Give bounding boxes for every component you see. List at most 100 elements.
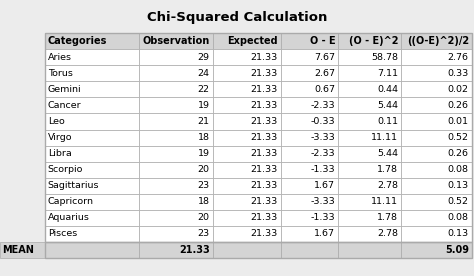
Text: 0.13: 0.13 [447, 229, 469, 238]
Text: Expected: Expected [227, 36, 278, 46]
Text: 0.08: 0.08 [448, 165, 469, 174]
Text: 7.67: 7.67 [314, 53, 335, 62]
Text: (O - E)^2: (O - E)^2 [348, 36, 398, 46]
Bar [139, 129, 212, 146]
Bar [45, 97, 139, 113]
Bar [212, 129, 281, 146]
Bar [139, 33, 212, 49]
Text: 2.78: 2.78 [377, 181, 398, 190]
Text: -2.33: -2.33 [310, 101, 335, 110]
Text: 5.44: 5.44 [377, 101, 398, 110]
Bar [281, 81, 338, 97]
Bar [45, 226, 139, 242]
Bar [338, 65, 401, 81]
Bar [338, 81, 401, 97]
Bar [281, 49, 338, 65]
Bar [281, 145, 338, 162]
Bar [0, 242, 472, 258]
Bar [338, 162, 401, 178]
Bar [45, 242, 472, 258]
Bar [212, 145, 281, 162]
Text: 24: 24 [198, 69, 210, 78]
Bar [338, 97, 401, 113]
Text: 1.78: 1.78 [377, 165, 398, 174]
Text: 0.13: 0.13 [447, 181, 469, 190]
Text: 0.33: 0.33 [447, 69, 469, 78]
Bar [401, 194, 472, 210]
Text: -1.33: -1.33 [310, 165, 335, 174]
Text: -3.33: -3.33 [310, 197, 335, 206]
Text: -1.33: -1.33 [310, 213, 335, 222]
Text: 0.52: 0.52 [448, 197, 469, 206]
Text: Gemini: Gemini [48, 85, 82, 94]
Text: 21: 21 [198, 117, 210, 126]
Bar [281, 97, 338, 113]
Bar [338, 129, 401, 146]
Text: Aquarius: Aquarius [48, 213, 90, 222]
Bar [139, 178, 212, 194]
Text: Sagittarius: Sagittarius [48, 181, 100, 190]
Text: 19: 19 [198, 149, 210, 158]
Bar [338, 49, 401, 65]
Bar [281, 178, 338, 194]
Text: 0.67: 0.67 [314, 85, 335, 94]
Text: Scorpio: Scorpio [48, 165, 83, 174]
Bar [338, 226, 401, 242]
Bar [45, 178, 139, 194]
Text: Libra: Libra [48, 149, 72, 158]
Text: 21.33: 21.33 [250, 229, 278, 238]
Text: 0.01: 0.01 [448, 117, 469, 126]
Bar [212, 81, 281, 97]
Text: Leo: Leo [48, 117, 64, 126]
Text: 22: 22 [198, 85, 210, 94]
Text: 0.44: 0.44 [377, 85, 398, 94]
Text: 21.33: 21.33 [250, 165, 278, 174]
Bar [45, 65, 139, 81]
Text: 18: 18 [198, 197, 210, 206]
Bar [139, 65, 212, 81]
Bar [212, 65, 281, 81]
Bar [401, 162, 472, 178]
Bar [401, 226, 472, 242]
Text: 7.11: 7.11 [377, 69, 398, 78]
Bar [45, 145, 139, 162]
Bar [45, 49, 139, 65]
Bar [212, 33, 281, 49]
Bar [281, 113, 338, 129]
Text: 1.78: 1.78 [377, 213, 398, 222]
Text: Torus: Torus [48, 69, 73, 78]
Bar [139, 242, 212, 258]
Text: 11.11: 11.11 [371, 133, 398, 142]
Text: 5.09: 5.09 [445, 245, 469, 255]
Bar [401, 97, 472, 113]
Text: Virgo: Virgo [48, 133, 73, 142]
Bar [45, 210, 139, 226]
Bar [338, 242, 401, 258]
Bar [212, 194, 281, 210]
Bar [281, 226, 338, 242]
Text: 1.67: 1.67 [314, 229, 335, 238]
Bar [281, 242, 338, 258]
Bar [139, 81, 212, 97]
Bar [281, 210, 338, 226]
Text: Pisces: Pisces [48, 229, 77, 238]
Text: Capricorn: Capricorn [48, 197, 94, 206]
Bar [45, 194, 139, 210]
Text: Observation: Observation [142, 36, 210, 46]
Bar [281, 33, 338, 49]
Bar [212, 113, 281, 129]
Bar [401, 129, 472, 146]
Text: 0.11: 0.11 [377, 117, 398, 126]
Bar [45, 129, 139, 146]
Text: 19: 19 [198, 101, 210, 110]
Bar [281, 194, 338, 210]
Text: 21.33: 21.33 [250, 85, 278, 94]
Bar [401, 178, 472, 194]
Bar [45, 162, 139, 178]
Bar [401, 210, 472, 226]
Text: 21.33: 21.33 [250, 197, 278, 206]
Bar [212, 242, 281, 258]
Text: 21.33: 21.33 [250, 69, 278, 78]
Text: 0.08: 0.08 [448, 213, 469, 222]
Bar [338, 33, 401, 49]
